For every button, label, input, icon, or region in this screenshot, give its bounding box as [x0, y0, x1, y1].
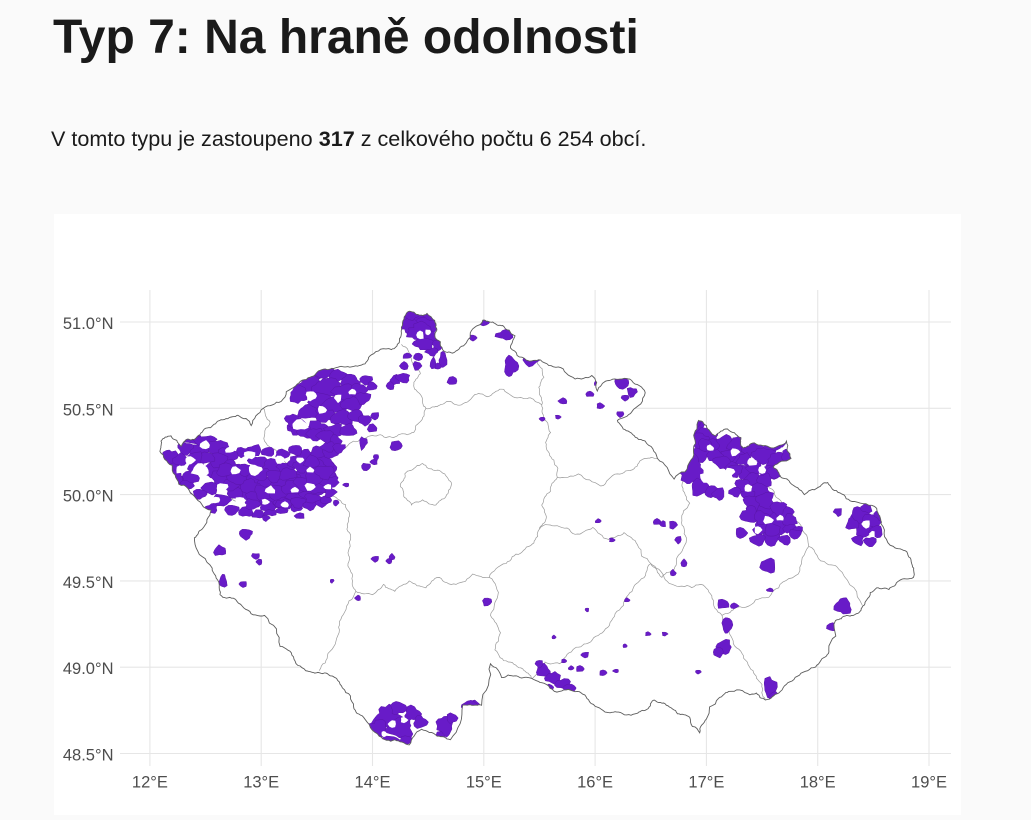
svg-text:17°E: 17°E — [688, 774, 724, 792]
svg-text:14°E: 14°E — [355, 774, 391, 792]
svg-text:50.5°N: 50.5°N — [63, 401, 114, 419]
svg-text:13°E: 13°E — [243, 774, 279, 792]
svg-text:49.5°N: 49.5°N — [63, 574, 114, 592]
svg-text:51.0°N: 51.0°N — [63, 315, 114, 333]
svg-text:48.5°N: 48.5°N — [63, 747, 114, 765]
svg-text:12°E: 12°E — [132, 774, 168, 792]
svg-text:15°E: 15°E — [466, 774, 502, 792]
svg-text:49.0°N: 49.0°N — [63, 660, 114, 678]
svg-text:19°E: 19°E — [911, 774, 947, 792]
svg-text:50.0°N: 50.0°N — [63, 488, 114, 506]
svg-text:18°E: 18°E — [800, 774, 836, 792]
svg-text:16°E: 16°E — [577, 774, 613, 792]
